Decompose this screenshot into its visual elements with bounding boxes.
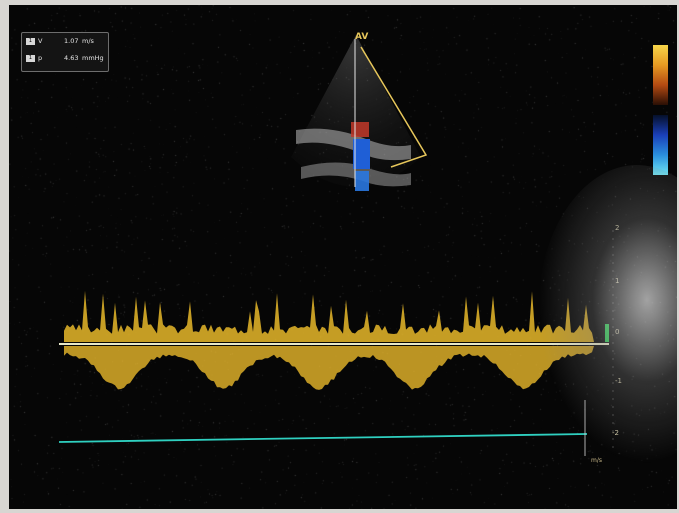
color-velocity-bar <box>653 45 668 180</box>
spectral-doppler-trace <box>58 230 614 456</box>
gradient-row: 1 p 4.63 mmHg <box>22 50 108 67</box>
gradient-label: p <box>38 54 43 62</box>
spectral-positive-band <box>64 290 594 342</box>
color-flow-red <box>351 122 369 137</box>
scale-tick-2: 2 <box>615 224 620 232</box>
velocity-unit: m/s <box>82 37 94 45</box>
scale-tick-minus1: -1 <box>615 377 622 385</box>
scale-tick-1: 1 <box>615 277 620 285</box>
scale-tick-0: 0 <box>615 328 620 336</box>
velocity-row: 1 V 1.07 m/s <box>22 33 108 50</box>
spectral-negative-band <box>64 346 594 390</box>
sweep-label: m/s <box>591 457 602 464</box>
gradient-marker: 1 <box>26 55 35 62</box>
ultrasound-frame: 1 V 1.07 m/s 1 p 4.63 mmHg AV <box>9 5 677 509</box>
color-flow-blue <box>353 139 370 169</box>
color-bar-positive <box>653 45 668 105</box>
echo-sector-image <box>291 35 428 191</box>
av-label: AV <box>355 32 369 42</box>
scale-tick-minus2: -2 <box>612 429 619 437</box>
velocity-value: 1.07 <box>64 37 79 45</box>
gradient-value: 4.63 <box>64 54 79 62</box>
velocity-label: V <box>38 37 43 45</box>
spectral-envelope <box>64 290 594 390</box>
velocity-marker: 1 <box>26 38 35 45</box>
gradient-unit: mmHg <box>82 54 104 62</box>
measurement-line <box>58 433 588 443</box>
color-flow-blue-lower <box>355 171 369 191</box>
color-bar-negative <box>653 115 668 175</box>
color-box-outline <box>360 46 428 168</box>
baseline-marker <box>605 324 609 342</box>
measurement-box: 1 V 1.07 m/s 1 p 4.63 mmHg <box>21 32 109 72</box>
